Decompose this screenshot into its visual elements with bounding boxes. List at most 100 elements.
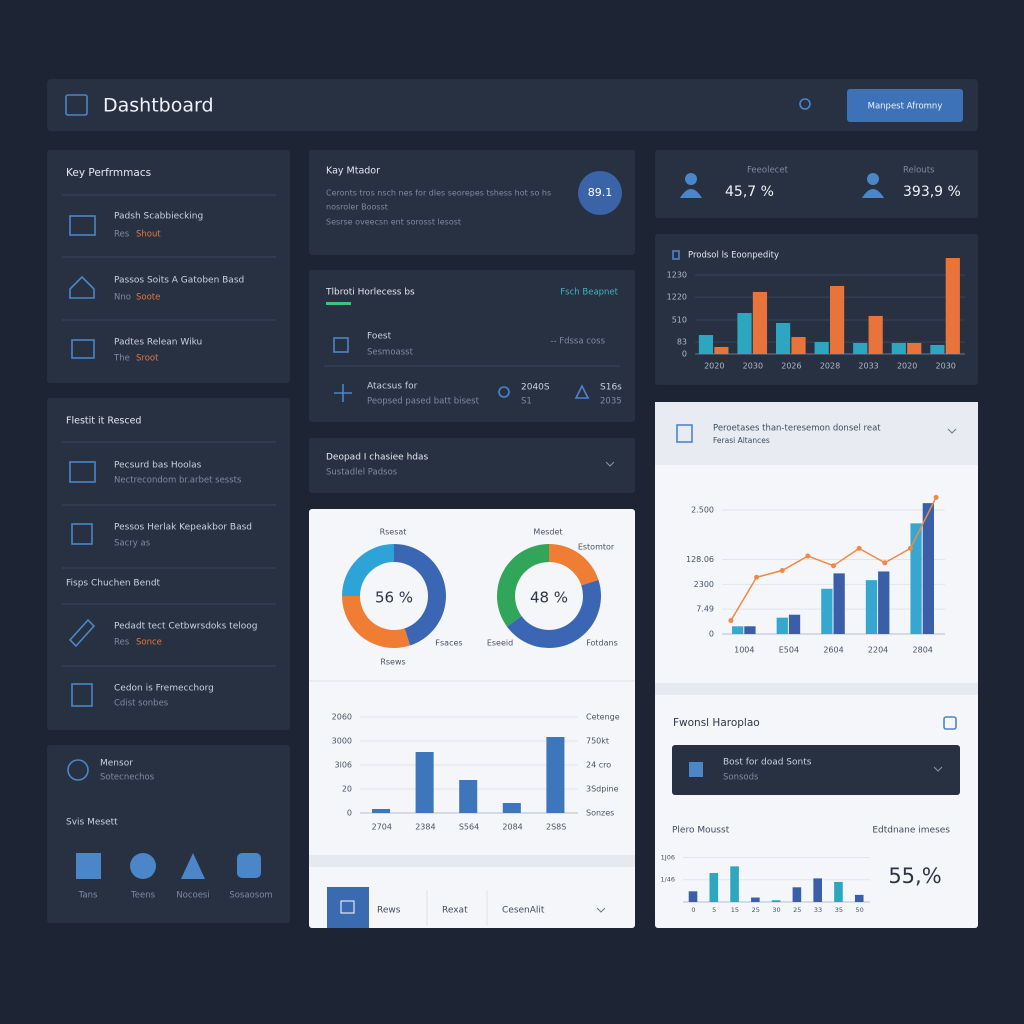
item-label: Cedon is Fremecchorg xyxy=(114,684,214,694)
row-icon xyxy=(334,384,352,402)
forms-left: Plero Mousst xyxy=(672,826,730,836)
bar xyxy=(714,346,729,354)
app-icon[interactable] xyxy=(237,853,261,878)
chevron[interactable] xyxy=(947,428,957,434)
panel xyxy=(309,270,635,422)
trend-point xyxy=(754,574,760,580)
item-icon xyxy=(69,275,95,299)
row-sub: Sesmoasst xyxy=(367,348,414,358)
item-label: Pecsurd bas Hoolas xyxy=(114,461,202,471)
item-tag: Shout xyxy=(136,230,161,240)
x-tick-label: 35 xyxy=(835,906,843,914)
bar xyxy=(751,897,760,902)
panel-title: Flestit it Resced xyxy=(66,416,141,427)
item-label: Padsh Scabbiecking xyxy=(114,212,203,222)
x-tick-label: 2033 xyxy=(858,362,878,371)
bar xyxy=(737,313,752,354)
separator xyxy=(309,855,635,867)
chart-subtitle: Ferasi Altances xyxy=(713,436,770,445)
tab-icon xyxy=(340,900,355,914)
chevron[interactable] xyxy=(605,461,615,467)
panel-title: Tlbroti Horlecess bs xyxy=(325,288,415,298)
item-sub: Sacry as xyxy=(114,539,151,549)
item-sub: Cdist sonbes xyxy=(114,699,169,709)
tab-active[interactable] xyxy=(327,887,369,928)
donut-segment xyxy=(342,544,394,596)
item-tag: Sonce xyxy=(136,638,162,648)
stat-icon xyxy=(498,386,510,398)
x-tick-label: 2604 xyxy=(823,646,843,655)
item-label: Pessos Herlak Kepeakbor Basd xyxy=(114,523,252,533)
donut-segment xyxy=(394,544,447,646)
bar xyxy=(868,315,883,354)
bar xyxy=(821,588,833,634)
dark-box[interactable] xyxy=(672,745,960,795)
donut-center: 56 % xyxy=(375,589,413,607)
item-tag: Soote xyxy=(136,293,160,303)
y-tick-label: 1/46 xyxy=(660,876,675,884)
y-tick-label: 1220 xyxy=(667,293,687,302)
item-icon xyxy=(69,461,96,483)
dropdown-title[interactable]: Deopad I chasiee hdas xyxy=(326,453,429,463)
forms-icon[interactable] xyxy=(943,716,957,730)
bar xyxy=(459,780,478,813)
stat-icon xyxy=(574,384,590,399)
bar xyxy=(814,342,829,354)
row-right: -- Fdssa coss xyxy=(550,337,605,347)
tab[interactable]: Rexat xyxy=(442,906,468,916)
y-tick-label: 1J06 xyxy=(661,853,675,861)
app-icon[interactable] xyxy=(76,853,101,879)
dropdown[interactable] xyxy=(309,438,635,493)
subheading: Fisps Chuchen Bendt xyxy=(66,579,161,589)
bar xyxy=(945,258,960,354)
item-icon xyxy=(71,339,95,359)
y-tick-label: 0 xyxy=(682,350,687,359)
search-icon[interactable] xyxy=(799,98,811,110)
chevron[interactable] xyxy=(933,766,943,772)
donut-segment xyxy=(549,544,599,586)
big-value: 55,% xyxy=(888,864,941,888)
header-icon xyxy=(676,424,693,443)
panel xyxy=(309,150,635,255)
donut-label: Estomtor xyxy=(578,543,615,552)
app-label: Teens xyxy=(130,891,156,901)
stat-sub: 2035 xyxy=(600,397,622,407)
x-tick-label: 5 xyxy=(712,906,716,914)
panel-header xyxy=(655,402,978,465)
item-sub: The xyxy=(113,354,130,364)
y-tick-label: 2060 xyxy=(332,713,352,722)
chevron[interactable] xyxy=(596,907,606,913)
y-tick-label: 0 xyxy=(347,809,352,818)
y-tick-label: 3l06 xyxy=(335,761,353,770)
bar xyxy=(834,881,843,902)
app-label: Sosaosom xyxy=(229,891,272,901)
header-button[interactable] xyxy=(847,89,963,122)
panel xyxy=(655,150,978,218)
badge-value: 89.1 xyxy=(588,186,613,199)
y-tick-label: 128.06 xyxy=(686,555,714,564)
right-label: 750kt xyxy=(586,737,609,746)
app-icon[interactable] xyxy=(181,853,205,879)
tab[interactable]: CesenAlit xyxy=(502,906,545,916)
trend-point xyxy=(805,553,811,559)
bar xyxy=(502,802,521,813)
bar xyxy=(853,342,868,354)
bar xyxy=(752,291,768,354)
panel-link[interactable]: Fsch Beapnet xyxy=(560,288,618,298)
bar xyxy=(744,626,756,634)
y-tick-label: 20 xyxy=(342,785,352,794)
donut-segment xyxy=(497,544,549,627)
button-label[interactable]: Manpest Afromny xyxy=(868,102,943,112)
app-icon[interactable] xyxy=(130,853,156,879)
user-icon xyxy=(862,189,884,198)
bar xyxy=(776,322,791,354)
forms-right: Edtdnane imeses xyxy=(872,826,950,836)
tab[interactable]: Rews xyxy=(377,906,401,916)
trend-point xyxy=(779,568,785,574)
user-icon xyxy=(867,173,879,185)
x-tick-label: S564 xyxy=(459,823,479,832)
x-tick-label: E504 xyxy=(779,646,799,655)
bar xyxy=(922,503,934,634)
x-tick-label: 2204 xyxy=(868,646,888,655)
item-sub: Res xyxy=(114,230,130,240)
